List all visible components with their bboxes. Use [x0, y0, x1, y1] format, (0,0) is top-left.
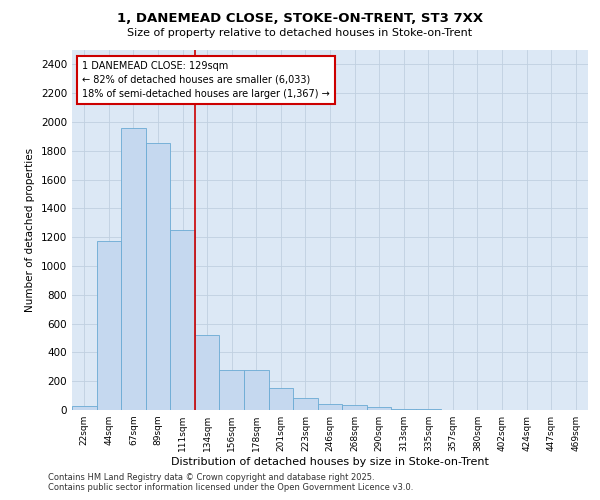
Bar — [269, 388, 293, 410]
Bar — [220, 370, 244, 410]
X-axis label: Distribution of detached houses by size in Stoke-on-Trent: Distribution of detached houses by size … — [171, 457, 489, 467]
Bar — [195, 335, 220, 410]
Text: Contains HM Land Registry data © Crown copyright and database right 2025.
Contai: Contains HM Land Registry data © Crown c… — [48, 473, 413, 492]
Bar — [146, 143, 170, 410]
Bar — [97, 241, 121, 410]
Bar — [391, 408, 416, 410]
Bar — [244, 370, 269, 410]
Bar — [342, 405, 367, 410]
Text: Size of property relative to detached houses in Stoke-on-Trent: Size of property relative to detached ho… — [127, 28, 473, 38]
Bar — [121, 128, 146, 410]
Bar — [318, 404, 342, 410]
Text: 1, DANEMEAD CLOSE, STOKE-ON-TRENT, ST3 7XX: 1, DANEMEAD CLOSE, STOKE-ON-TRENT, ST3 7… — [117, 12, 483, 26]
Y-axis label: Number of detached properties: Number of detached properties — [25, 148, 35, 312]
Bar — [367, 407, 391, 410]
Bar — [170, 230, 195, 410]
Bar — [293, 398, 318, 410]
Bar — [72, 406, 97, 410]
Text: 1 DANEMEAD CLOSE: 129sqm
← 82% of detached houses are smaller (6,033)
18% of sem: 1 DANEMEAD CLOSE: 129sqm ← 82% of detach… — [82, 61, 330, 99]
